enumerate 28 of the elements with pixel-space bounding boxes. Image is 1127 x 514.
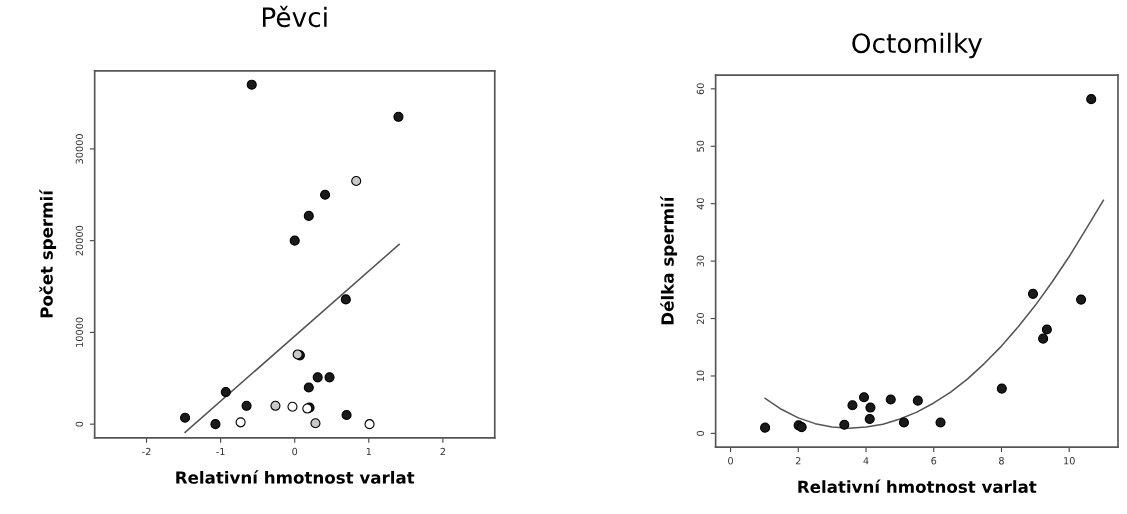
y-tick-label: 10000 — [75, 317, 84, 347]
y-tick-label: 50 — [696, 140, 705, 152]
y-tick-label: 0 — [696, 430, 705, 436]
y-tick-label: 10 — [696, 370, 705, 382]
x-axis-title: Relativní hmotnost varlat — [176, 470, 415, 484]
x-tick-label: 4 — [863, 457, 869, 465]
y-tick-label: 60 — [696, 83, 705, 95]
y-tick-label: 0 — [75, 421, 84, 427]
chart-title: Pěvci — [262, 5, 327, 28]
x-tick-label: 2 — [795, 457, 801, 465]
y-axis-title: Délka spermií — [660, 195, 678, 325]
x-tick-label: 0 — [292, 447, 298, 456]
x-tick-label: -2 — [142, 447, 151, 456]
chart-title: Octomilky — [852, 32, 983, 59]
x-tick-label: 8 — [999, 457, 1004, 465]
x-tick-label: 0 — [728, 457, 733, 465]
y-tick-label: 40 — [696, 198, 705, 210]
y-tick-label: 20000 — [75, 225, 84, 256]
y-tick-label: 30 — [696, 255, 705, 267]
y-tick-label: 20 — [696, 313, 705, 325]
x-tick-label: -1 — [216, 447, 225, 456]
y-axis-title: Počet spermií — [39, 189, 57, 318]
x-tick-label: 6 — [931, 457, 937, 465]
x-tick-label: 2 — [440, 447, 446, 456]
x-axis-title: Relativní hmotnost varlat — [798, 479, 1037, 494]
x-tick-label: 1 — [366, 447, 371, 456]
x-tick-label: 10 — [1064, 457, 1075, 465]
y-tick-label: 30000 — [75, 134, 84, 164]
